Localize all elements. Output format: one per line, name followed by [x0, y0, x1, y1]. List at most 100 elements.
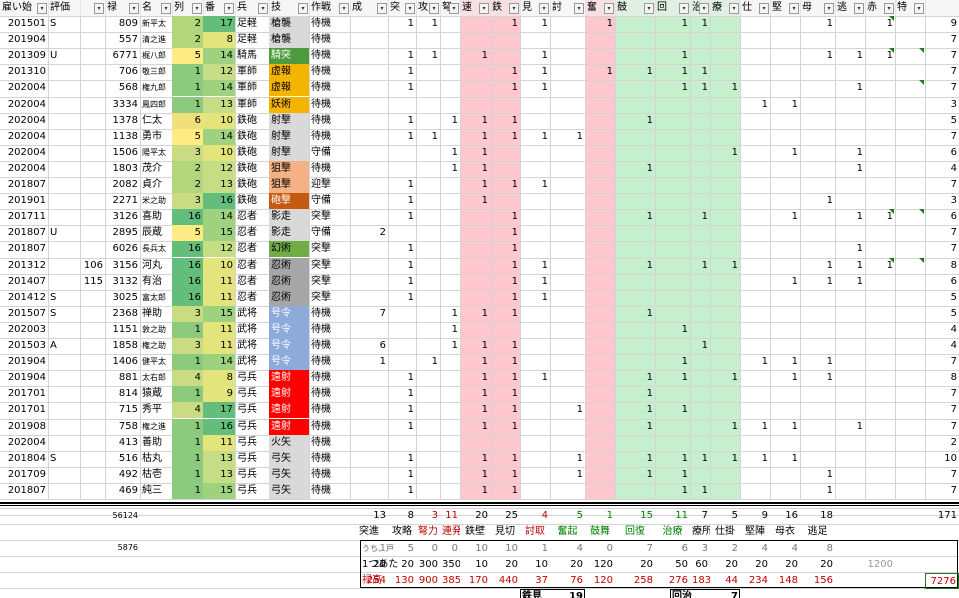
- cell-r6-c12: [416, 113, 440, 129]
- filter-dropdown-icon[interactable]: ▾: [161, 3, 171, 14]
- cell-r4-c20: 1: [681, 82, 688, 93]
- cell-r10-c4[interactable]: 貞介: [142, 179, 162, 190]
- cell-r18-c29: 5: [950, 308, 957, 319]
- filter-dropdown-icon[interactable]: ▾: [298, 3, 308, 14]
- filter-dropdown-icon[interactable]: ▾: [192, 3, 202, 14]
- cell-r11-c21: [690, 193, 710, 209]
- cell-r25-c4[interactable]: 権之進: [142, 422, 166, 431]
- cell-r15-c11: 1: [407, 260, 414, 271]
- filter-dropdown-icon[interactable]: ▾: [854, 3, 864, 14]
- filter-dropdown-icon[interactable]: ▾: [574, 3, 584, 14]
- cell-r23-c26: [835, 386, 865, 402]
- cell-r1-c4[interactable]: 清之進: [142, 35, 166, 44]
- cell-r28-c26: [835, 467, 865, 483]
- filter-dropdown-icon[interactable]: ▾: [429, 3, 439, 14]
- cell-r12-c20: [655, 209, 690, 225]
- filter-dropdown-icon[interactable]: ▾: [539, 3, 549, 14]
- cell-r1-c17: [550, 32, 585, 48]
- cell-r11-c8: 砲撃: [269, 193, 309, 209]
- cell-r10-c21: [690, 177, 710, 193]
- cell-r4-c4[interactable]: 権九郎: [142, 83, 166, 92]
- cell-r12-c4[interactable]: 喜助: [142, 211, 162, 222]
- cell-r27-c22: 1: [731, 453, 738, 464]
- cell-r4-c12: [416, 80, 440, 96]
- cell-r22-c4[interactable]: 太右郎: [142, 373, 166, 382]
- cell-r16-c15: 1: [511, 276, 518, 287]
- cell-r11-c6: 16: [203, 193, 235, 209]
- cell-r10-c5: 2: [172, 177, 203, 193]
- filter-dropdown-icon[interactable]: ▾: [644, 3, 654, 14]
- row-gridline: [0, 306, 959, 307]
- cell-r2-c4[interactable]: 梶八郎: [142, 51, 166, 60]
- filter-dropdown-icon[interactable]: ▾: [479, 3, 489, 14]
- cell-r25-c22: 1: [731, 421, 738, 432]
- filter-dropdown-icon[interactable]: ▾: [377, 3, 387, 14]
- filter-dropdown-icon[interactable]: ▾: [914, 3, 924, 14]
- filter-dropdown-icon[interactable]: ▾: [94, 3, 104, 14]
- cell-r24-c4[interactable]: 秀平: [142, 404, 162, 415]
- cell-r26-c3: 413: [118, 437, 138, 448]
- cell-r4-c10: [350, 80, 388, 96]
- total-8: 1: [606, 510, 613, 521]
- cell-r9-c4[interactable]: 茂介: [142, 163, 162, 174]
- cell-r8-c4[interactable]: 陽平太: [142, 148, 166, 157]
- cell-r22-c11: 1: [407, 372, 414, 383]
- filter-dropdown-icon[interactable]: ▾: [224, 3, 234, 14]
- col-gridline: [835, 0, 836, 499]
- cell-r15-c4[interactable]: 河丸: [142, 260, 162, 271]
- filter-dropdown-icon[interactable]: ▾: [604, 3, 614, 14]
- col-header-7: 技: [271, 2, 281, 13]
- filter-dropdown-icon[interactable]: ▾: [699, 3, 709, 14]
- red-band-tou: [585, 0, 615, 499]
- cell-r27-c0: 201804: [7, 453, 46, 464]
- filter-dropdown-icon[interactable]: ▾: [37, 3, 47, 14]
- cell-r18-c4[interactable]: 禅助: [142, 308, 162, 319]
- cell-r21-c9: 待機: [311, 356, 331, 367]
- cell-r7-c4[interactable]: 勇市: [142, 131, 162, 142]
- row-gridline: [0, 354, 959, 355]
- cell-r17-c4[interactable]: 富太郎: [142, 293, 166, 302]
- cell-r20-c4[interactable]: 権之助: [142, 341, 166, 350]
- cell-r13-c4[interactable]: 辰蔵: [142, 227, 162, 238]
- filter-dropdown-icon[interactable]: ▾: [129, 3, 139, 14]
- filter-dropdown-icon[interactable]: ▾: [339, 3, 349, 14]
- filter-dropdown-icon[interactable]: ▾: [729, 3, 739, 14]
- cell-r2-c19: [615, 48, 655, 64]
- cell-r16-c4[interactable]: 有治: [142, 276, 162, 287]
- cell-r5-c4[interactable]: 鳳四郎: [142, 100, 166, 109]
- cell-r28-c15: 1: [511, 469, 518, 480]
- cell-r23-c5: 1: [172, 386, 203, 402]
- filter-dropdown-icon[interactable]: ▾: [884, 3, 894, 14]
- cell-r3-c4[interactable]: 敬三郎: [142, 67, 166, 76]
- filter-dropdown-icon[interactable]: ▾: [759, 3, 769, 14]
- cell-r24-c18: [585, 402, 615, 418]
- cell-r14-c4[interactable]: 長兵太: [142, 244, 166, 253]
- cell-r7-c8: 射撃: [269, 129, 309, 145]
- cell-r21-c4[interactable]: 健平太: [142, 357, 166, 366]
- cell-r26-c4[interactable]: 善助: [142, 437, 162, 448]
- filter-dropdown-icon[interactable]: ▾: [679, 3, 689, 14]
- cell-r0-c4[interactable]: 新平太: [142, 19, 166, 28]
- filter-dropdown-icon[interactable]: ▾: [824, 3, 834, 14]
- cell-r23-c4[interactable]: 猿蔵: [142, 388, 162, 399]
- cell-r6-c28: [895, 113, 925, 129]
- row-gridline: [0, 32, 959, 33]
- cell-r19-c4[interactable]: 敦之助: [142, 325, 166, 334]
- cell-r27-c4[interactable]: 枯丸: [142, 453, 162, 464]
- cell-r29-c14: 1: [481, 485, 488, 496]
- filter-dropdown-icon[interactable]: ▾: [509, 3, 519, 14]
- filter-dropdown-icon[interactable]: ▾: [789, 3, 799, 14]
- full-label-4: 鉄壁: [465, 526, 485, 537]
- cell-r27-c12: [416, 451, 440, 467]
- cell-r6-c4[interactable]: 仁太: [142, 115, 162, 126]
- filter-dropdown-icon[interactable]: ▾: [258, 3, 268, 14]
- cell-r16-c11: 1: [407, 276, 414, 287]
- cell-r11-c4[interactable]: 米之助: [142, 196, 166, 205]
- filter-dropdown-icon[interactable]: ▾: [405, 3, 415, 14]
- cell-r29-c4[interactable]: 純三: [142, 485, 162, 496]
- rokudaka-total: 7276: [925, 573, 959, 589]
- cell-r28-c4[interactable]: 枯壱: [142, 469, 162, 480]
- cell-r0-c13: [440, 16, 460, 32]
- filter-dropdown-icon[interactable]: ▾: [449, 3, 459, 14]
